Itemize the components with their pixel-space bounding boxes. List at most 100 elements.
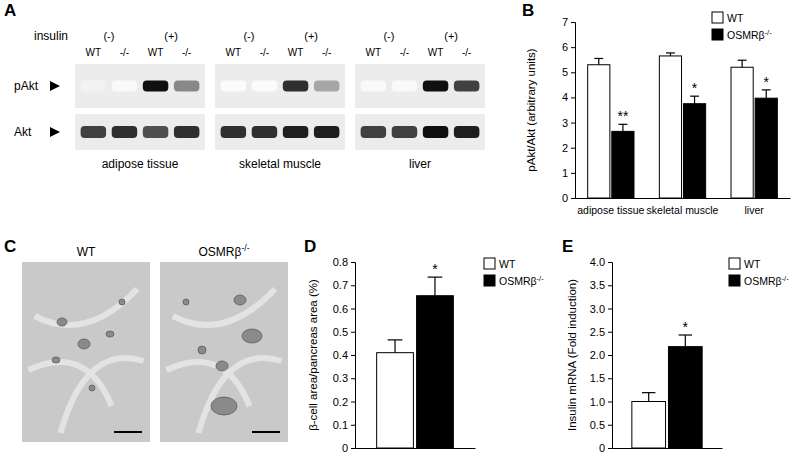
y-axis-title: pAkt/Akt (arbitrary units) [525, 48, 537, 172]
y-tick-mark [351, 355, 355, 356]
blot-band [221, 81, 247, 92]
blot-band [174, 126, 200, 138]
blot-membrane [355, 114, 485, 150]
y-tick-label: 0 [599, 442, 605, 454]
error-bar-cap [738, 60, 747, 61]
x-axis-line [613, 448, 723, 449]
error-bar-stem [434, 277, 435, 296]
treatment: (-) [103, 30, 114, 42]
blot-band [221, 126, 247, 138]
plot-marks [377, 277, 454, 448]
panel-label: D [304, 237, 316, 256]
blot-band [283, 81, 309, 92]
y-tick: 3.5 [590, 279, 612, 291]
y-tick-label: 0 [562, 192, 568, 204]
blot-band [252, 81, 278, 92]
x-axis [613, 448, 723, 450]
legend-swatch [712, 12, 723, 23]
error-bar [594, 58, 603, 64]
y-axis-line [571, 23, 576, 199]
blot-band [81, 81, 107, 92]
y-tick: 0 [342, 442, 355, 454]
x-axis-line [576, 198, 791, 199]
bar-chart: 00.51.01.52.02.53.03.54.0Insulin mRNA (F… [566, 256, 789, 454]
y-tick-label: 3.0 [590, 303, 605, 315]
legend: WTOSMRβ-/- [729, 258, 789, 287]
image-title: WT [77, 245, 96, 259]
western-blot: insulinpAktAkt(-)(+)WT-/-WT-/-adipose ti… [14, 29, 485, 171]
y-tick: 0.6 [333, 303, 355, 315]
error-bar-stem [622, 124, 623, 131]
tissue-label: skeletal muscle [239, 157, 321, 171]
scale-bar [252, 431, 280, 433]
genotype: -/- [182, 47, 191, 58]
y-tick-mark [571, 123, 575, 124]
y-tick: 2.5 [590, 326, 612, 338]
superscript: -/- [782, 274, 790, 283]
significance-mark: * [692, 80, 698, 96]
y-tick-mark [608, 355, 612, 356]
blot-membrane [75, 114, 205, 150]
blot-band [361, 81, 387, 92]
legend-swatch [484, 275, 495, 286]
y-tick-label: 5 [562, 66, 568, 78]
y-tick-label: 0.5 [333, 326, 348, 338]
islet [57, 318, 67, 326]
error-bar-stem [648, 393, 649, 402]
y-tick-label: 0.4 [333, 349, 348, 361]
y-tick-label: 1 [562, 167, 568, 179]
y-tick: 0.5 [590, 419, 612, 431]
blot-band [112, 126, 138, 138]
blot-band [361, 126, 387, 138]
legend-swatch [729, 275, 740, 286]
y-tick-mark [608, 425, 612, 426]
x-tick: adipose tissue [577, 198, 644, 216]
blot-band [174, 81, 200, 92]
blot-band [454, 126, 480, 138]
blot-band [423, 81, 449, 92]
error-bar-cap [642, 392, 655, 393]
histology-image [160, 262, 288, 442]
y-tick-label: 4 [562, 91, 568, 103]
genotype: WT [86, 47, 102, 58]
legend-swatch [484, 258, 495, 269]
islet [216, 361, 228, 371]
error-bar-stem [598, 58, 599, 64]
y-tick-mark [351, 448, 355, 449]
y-tick-label: 0.3 [333, 372, 348, 384]
legend-swatch [712, 29, 723, 40]
y-tick-label: 0.5 [590, 419, 605, 431]
scale-bar [114, 431, 142, 433]
y-tick-mark [608, 448, 612, 449]
legend-swatch [729, 258, 740, 269]
error-bar-cap [594, 58, 603, 59]
blot-membrane [215, 114, 345, 150]
y-tick: 0.2 [333, 396, 355, 408]
legend-label: OSMRβ-/- [499, 274, 544, 288]
superscript: -/- [765, 28, 773, 37]
y-tick-mark [571, 148, 575, 149]
blot-band [454, 81, 480, 92]
image-title: OSMRβ-/- [198, 243, 249, 259]
error-bar [642, 393, 655, 402]
genotype: WT [148, 47, 164, 58]
treatment: (+) [164, 30, 178, 42]
bar [731, 67, 753, 198]
legend-label: OSMRβ-/- [727, 28, 772, 42]
y-tick-label: 3.5 [590, 279, 605, 291]
legend-label: WT [727, 12, 744, 24]
blot-band [392, 81, 418, 92]
genotype: -/- [260, 47, 269, 58]
y-tick-label: 0.8 [333, 256, 348, 268]
y-tick: 1.0 [590, 396, 612, 408]
y-tick-mark [571, 97, 575, 98]
islet [78, 339, 90, 349]
y-tick-label: 2 [562, 142, 568, 154]
y-tick-mark [351, 378, 355, 379]
tissue-section [160, 262, 288, 442]
y-tick: 0.8 [333, 256, 355, 268]
row-label: pAkt [14, 79, 39, 93]
error-bar [679, 335, 692, 347]
bar [683, 104, 705, 198]
genotype: WT [428, 47, 444, 58]
